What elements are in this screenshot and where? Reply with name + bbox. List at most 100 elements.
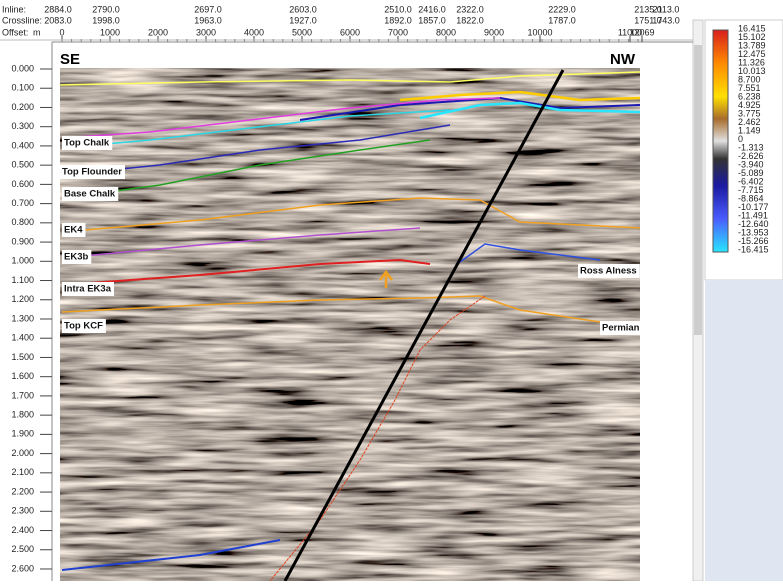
color-bar-label: 6.238 — [738, 91, 761, 101]
time-label: 1.000 — [11, 256, 34, 266]
side-panel — [705, 280, 783, 581]
horizon-line — [59, 71, 641, 86]
horizon-label-box — [578, 264, 640, 278]
time-label: 0.800 — [11, 217, 34, 227]
time-label: 0.700 — [11, 198, 34, 208]
inline-value: 2322.0 — [456, 4, 484, 14]
crossline-value: 1857.0 — [418, 15, 446, 25]
color-bar-label: -6.402 — [738, 176, 764, 186]
color-bar-label: 15.102 — [738, 32, 766, 42]
inline-value: 2229.0 — [548, 4, 576, 14]
time-label: 0.600 — [11, 179, 34, 189]
color-bar-label: -5.089 — [738, 168, 764, 178]
color-bar-label: 16.415 — [738, 23, 766, 33]
arrow-marker — [379, 269, 393, 288]
offset-value: 11000 — [618, 27, 642, 37]
horizon-label: Top Flounder — [62, 167, 122, 178]
time-label: 0.100 — [11, 83, 34, 93]
offset-value: 10000 — [527, 27, 552, 37]
color-bar-label: -7.715 — [738, 185, 764, 195]
offset-value: 7000 — [388, 27, 408, 37]
crossline-value: 1787.0 — [548, 15, 576, 25]
time-label: 0.300 — [11, 121, 34, 131]
time-label: 0.000 — [11, 63, 34, 73]
inline-value: 2603.0 — [289, 4, 317, 14]
seismic-image — [60, 68, 640, 581]
offset-label: Offset: — [2, 27, 28, 37]
horizon-label-box — [62, 187, 119, 201]
horizon-label: EK3b — [64, 252, 88, 263]
color-bar-label: -2.626 — [738, 151, 764, 161]
color-bar-label: 2.462 — [738, 117, 761, 127]
time-label: 2.300 — [11, 506, 34, 516]
color-bar-label: -8.864 — [738, 193, 764, 203]
color-bar-label: -13.953 — [738, 227, 769, 237]
color-bar-label: -16.415 — [738, 244, 769, 254]
horizon-label-box — [62, 282, 114, 296]
horizon-label: Intra EK3a — [64, 284, 112, 295]
fault-trace — [269, 295, 486, 582]
horizon-line — [61, 124, 451, 176]
color-bar-label: 1.149 — [738, 125, 761, 135]
time-label: 0.900 — [11, 236, 34, 246]
color-bar-label: 4.925 — [738, 100, 761, 110]
inline-value: 2697.0 — [194, 4, 222, 14]
inline-label: Inline: — [2, 4, 26, 14]
color-bar-label: 7.551 — [738, 83, 761, 93]
time-label: 1.300 — [11, 313, 34, 323]
inline-value: 2884.0 — [44, 4, 72, 14]
horizon-label: Base Chalk — [64, 189, 116, 200]
crossline-value: 1998.0 — [92, 15, 120, 25]
time-label: 0.400 — [11, 140, 34, 150]
horizon-label: Permian — [602, 323, 640, 334]
horizon-line — [61, 97, 501, 139]
time-label: 1.900 — [11, 429, 34, 439]
color-bar-label: 13.789 — [738, 40, 766, 50]
horizon-line — [61, 258, 431, 286]
offset-value: 4000 — [244, 27, 264, 37]
time-label: 2.400 — [11, 525, 34, 535]
time-label: 1.800 — [11, 410, 34, 420]
scrollbar-thumb[interactable] — [694, 45, 702, 335]
crossline-value: 1892.0 — [384, 15, 412, 25]
time-label: 1.700 — [11, 390, 34, 400]
time-label: 1.200 — [11, 294, 34, 304]
time-label: 2.500 — [11, 544, 34, 554]
horizon-label-box — [62, 250, 92, 264]
horizon-line — [419, 101, 641, 120]
horizon-line — [61, 295, 641, 329]
horizon-label-box — [62, 223, 86, 237]
time-label: 2.200 — [11, 486, 34, 496]
time-label: 0.500 — [11, 160, 34, 170]
horizon-line — [61, 227, 421, 259]
color-bar-label: -10.177 — [738, 202, 769, 212]
time-label: 2.100 — [11, 467, 34, 477]
time-label: 1.600 — [11, 371, 34, 381]
section-end-label: SE — [60, 51, 80, 68]
horizon-label: Ross Alness — [580, 266, 637, 277]
color-bar-label: -11.491 — [738, 210, 768, 220]
crossline-value: 1927.0 — [289, 15, 317, 25]
color-bar-label: 11.326 — [738, 57, 765, 67]
color-bar-label: 0 — [738, 134, 743, 144]
horizon-line — [61, 139, 431, 199]
color-bar-label: -1.313 — [738, 142, 764, 152]
color-bar-label: -12.640 — [738, 219, 769, 229]
horizon-line — [459, 243, 601, 263]
horizon-label-box — [60, 165, 125, 179]
offset-value: 3000 — [196, 27, 216, 37]
horizon-line — [61, 539, 281, 571]
offset-unit: m — [33, 27, 41, 37]
horizon-label: Top KCF — [64, 321, 103, 332]
time-label: 1.100 — [11, 275, 34, 285]
offset-value: 9000 — [484, 27, 504, 37]
color-bar-label: 3.775 — [738, 108, 761, 118]
crossline-value: 1743.0 — [652, 15, 680, 25]
color-bar-label: 12.475 — [738, 49, 766, 59]
horizon-label-box — [600, 321, 643, 335]
time-label: 1.400 — [11, 333, 34, 343]
horizon-line — [61, 109, 451, 149]
crossline-value: 2083.0 — [44, 15, 72, 25]
time-label: 0.200 — [11, 102, 34, 112]
